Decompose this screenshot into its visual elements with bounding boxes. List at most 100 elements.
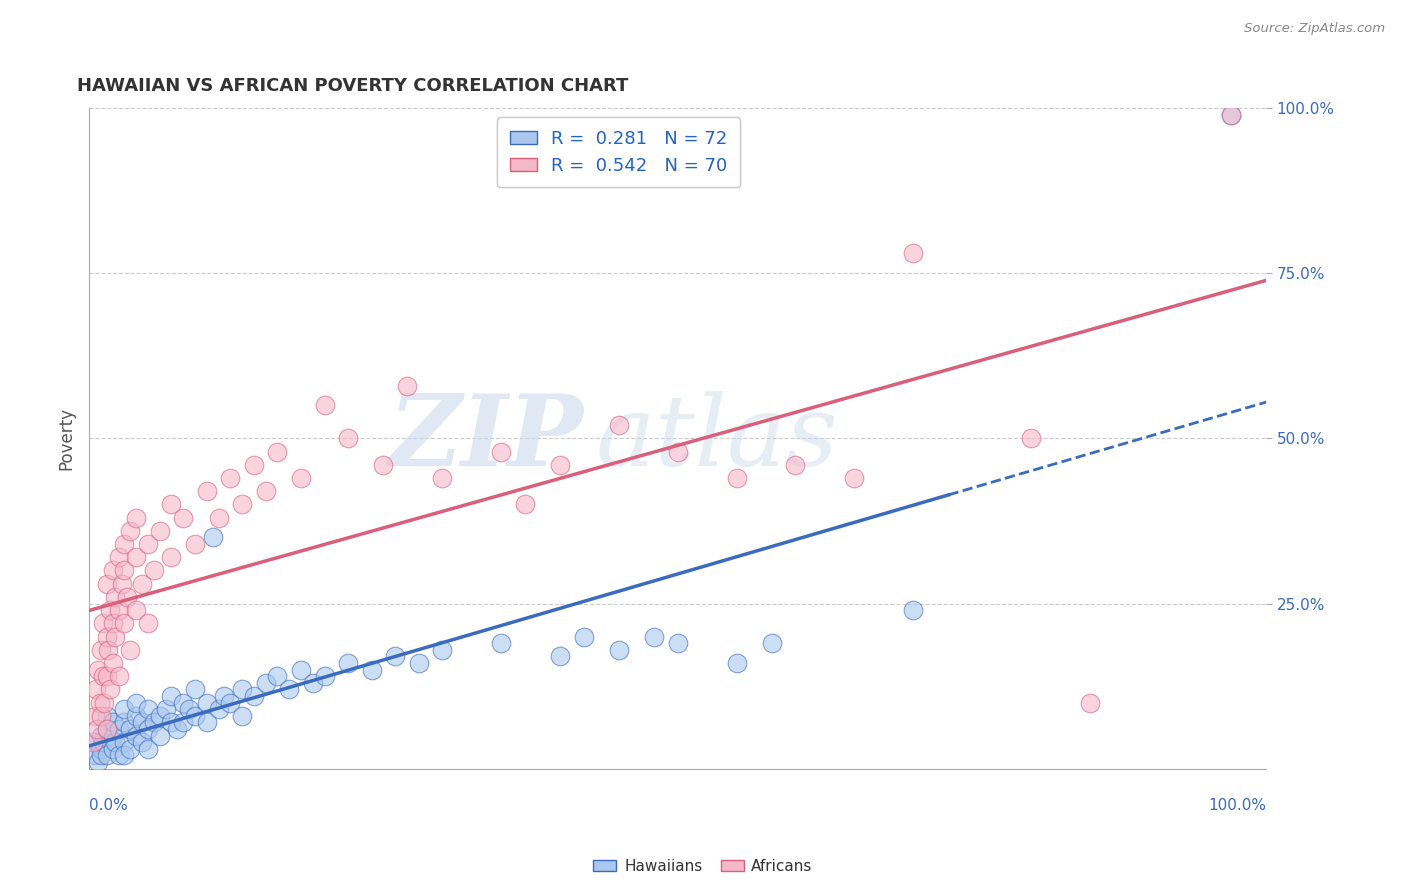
Point xyxy=(548,458,571,472)
Point xyxy=(149,524,172,538)
Point xyxy=(172,696,194,710)
Point xyxy=(136,537,159,551)
Point xyxy=(86,735,108,749)
Point xyxy=(96,722,118,736)
Point xyxy=(489,636,512,650)
Point xyxy=(572,630,595,644)
Point xyxy=(337,656,360,670)
Point xyxy=(184,682,207,697)
Point xyxy=(195,484,218,499)
Point xyxy=(844,471,866,485)
Y-axis label: Poverty: Poverty xyxy=(58,407,75,470)
Point xyxy=(90,729,112,743)
Point xyxy=(125,708,148,723)
Point xyxy=(301,675,323,690)
Point xyxy=(120,722,142,736)
Point xyxy=(112,748,135,763)
Point xyxy=(314,669,336,683)
Point xyxy=(107,603,129,617)
Point xyxy=(360,663,382,677)
Point xyxy=(160,550,183,565)
Point xyxy=(290,663,312,677)
Point xyxy=(408,656,430,670)
Point xyxy=(112,702,135,716)
Point xyxy=(101,656,124,670)
Text: 100.0%: 100.0% xyxy=(1208,798,1267,814)
Point xyxy=(266,669,288,683)
Point xyxy=(96,669,118,683)
Legend: Hawaiians, Africans: Hawaiians, Africans xyxy=(588,853,818,880)
Point xyxy=(184,708,207,723)
Point xyxy=(97,642,120,657)
Point xyxy=(101,715,124,730)
Point xyxy=(84,682,107,697)
Point xyxy=(373,458,395,472)
Point xyxy=(104,630,127,644)
Point xyxy=(87,663,110,677)
Point xyxy=(112,564,135,578)
Point xyxy=(96,708,118,723)
Point xyxy=(125,550,148,565)
Point xyxy=(901,246,924,260)
Point xyxy=(87,755,110,769)
Point xyxy=(666,636,689,650)
Point xyxy=(82,735,104,749)
Point xyxy=(142,715,165,730)
Point xyxy=(111,576,134,591)
Point xyxy=(160,715,183,730)
Point xyxy=(337,431,360,445)
Point xyxy=(432,471,454,485)
Legend: R =  0.281   N = 72, R =  0.542   N = 70: R = 0.281 N = 72, R = 0.542 N = 70 xyxy=(498,117,741,187)
Point xyxy=(725,656,748,670)
Text: Source: ZipAtlas.com: Source: ZipAtlas.com xyxy=(1244,22,1385,36)
Point xyxy=(149,708,172,723)
Point xyxy=(513,498,536,512)
Point xyxy=(266,444,288,458)
Point xyxy=(101,564,124,578)
Point xyxy=(761,636,783,650)
Point xyxy=(125,696,148,710)
Point xyxy=(432,642,454,657)
Point xyxy=(98,682,121,697)
Point xyxy=(214,689,236,703)
Point xyxy=(96,576,118,591)
Point xyxy=(90,742,112,756)
Text: ZIP: ZIP xyxy=(388,390,583,487)
Point xyxy=(725,471,748,485)
Point xyxy=(120,742,142,756)
Point xyxy=(201,531,224,545)
Point xyxy=(131,576,153,591)
Point xyxy=(231,498,253,512)
Point xyxy=(136,722,159,736)
Point xyxy=(96,630,118,644)
Point xyxy=(607,418,630,433)
Point xyxy=(172,510,194,524)
Point xyxy=(115,590,138,604)
Point xyxy=(107,669,129,683)
Point xyxy=(107,748,129,763)
Point xyxy=(1019,431,1042,445)
Point xyxy=(195,696,218,710)
Point xyxy=(314,398,336,412)
Point xyxy=(254,675,277,690)
Point xyxy=(89,696,111,710)
Point xyxy=(160,498,183,512)
Point xyxy=(219,696,242,710)
Point xyxy=(91,616,114,631)
Point xyxy=(91,735,114,749)
Point xyxy=(104,590,127,604)
Point xyxy=(136,616,159,631)
Point xyxy=(489,444,512,458)
Point xyxy=(179,702,201,716)
Point xyxy=(104,735,127,749)
Point xyxy=(785,458,807,472)
Point xyxy=(243,689,266,703)
Point xyxy=(666,444,689,458)
Point xyxy=(107,550,129,565)
Point xyxy=(90,748,112,763)
Point xyxy=(84,708,107,723)
Point xyxy=(243,458,266,472)
Point xyxy=(96,748,118,763)
Point xyxy=(207,702,229,716)
Point xyxy=(112,537,135,551)
